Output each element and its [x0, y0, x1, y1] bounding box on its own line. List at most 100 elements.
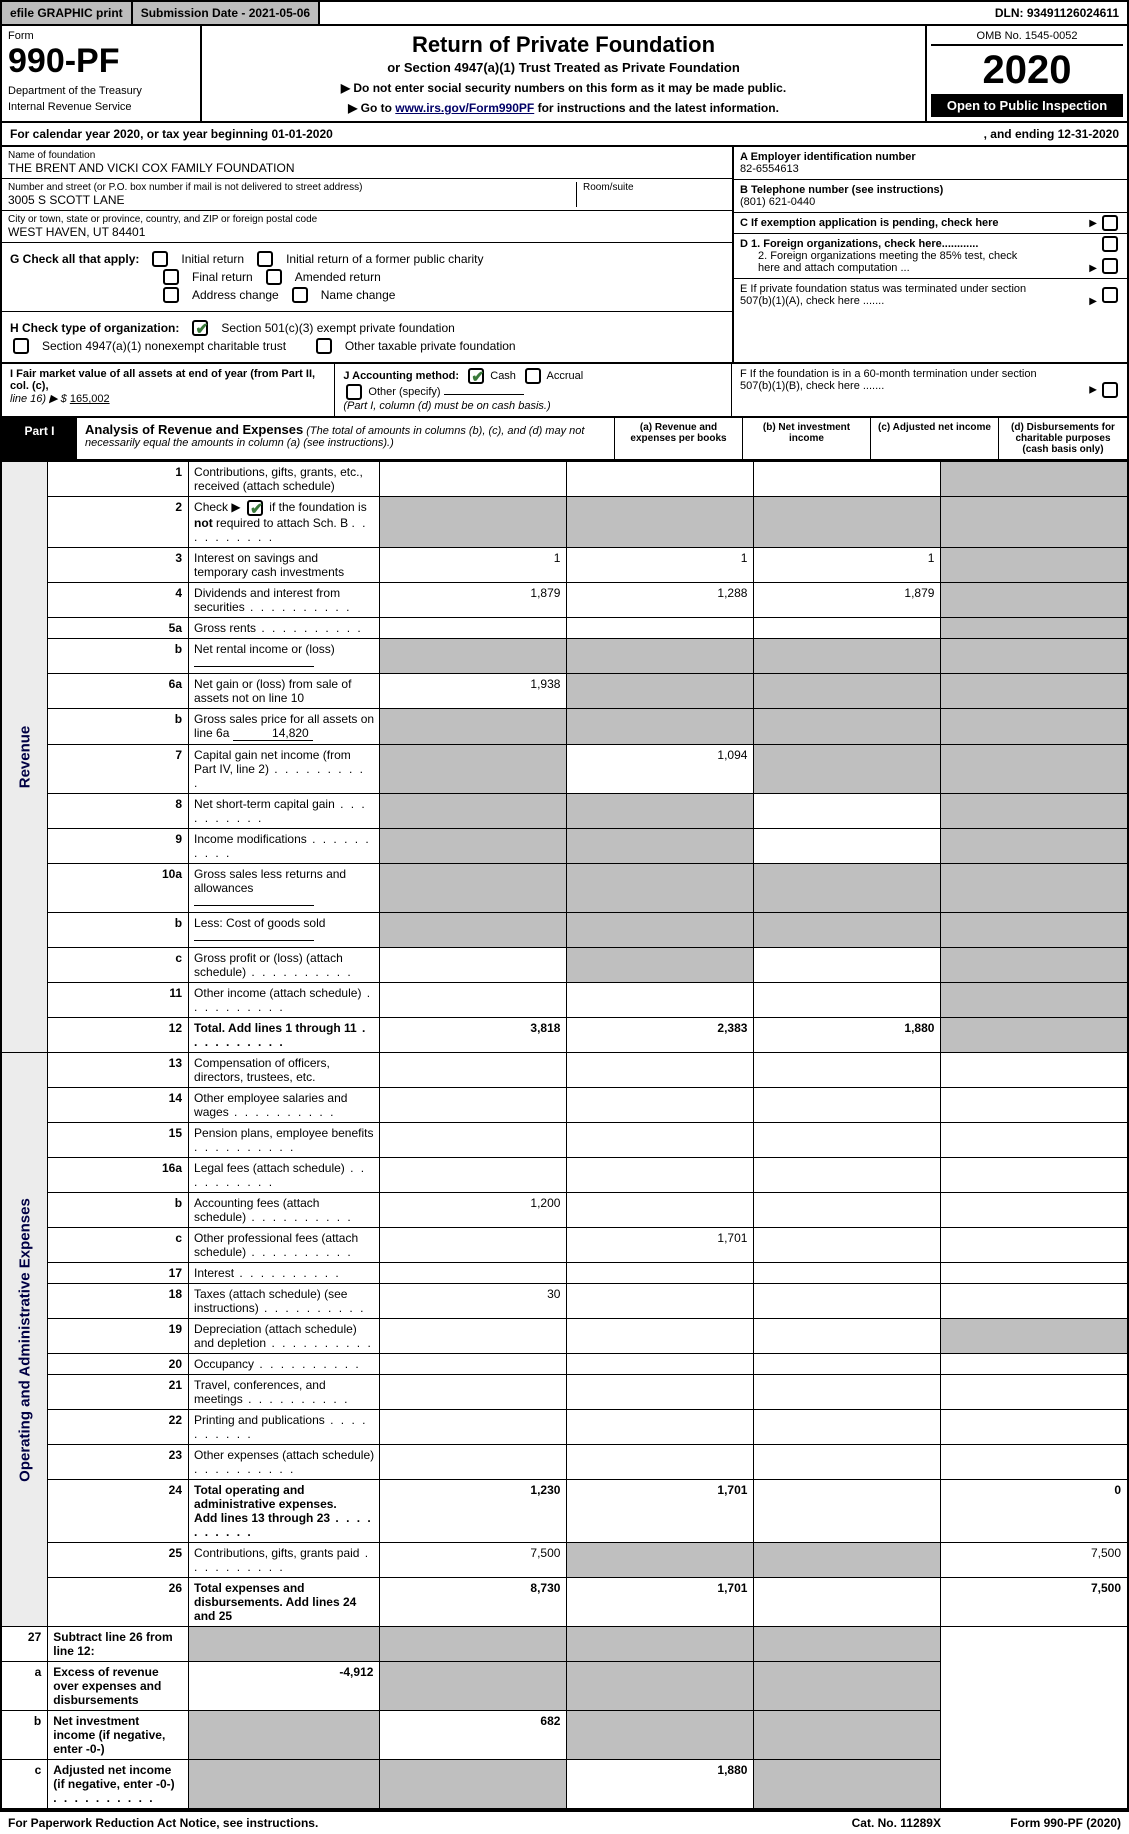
line-number: 2 [48, 497, 189, 548]
col-a-header: (a) Revenue and expenses per books [615, 418, 743, 459]
col-a-value [380, 639, 567, 674]
line-number: b [48, 639, 189, 674]
c-checkbox[interactable] [1102, 215, 1118, 231]
line-number: 3 [48, 548, 189, 583]
g-check-row: G Check all that apply: Initial return I… [2, 242, 732, 312]
line-desc: Total. Add lines 1 through 11 [189, 1018, 380, 1053]
col-b-value [567, 1445, 754, 1480]
col-c-value [754, 709, 941, 745]
col-c-value [754, 1578, 941, 1627]
d2-label: 2. Foreign organizations meeting the 85%… [740, 250, 1040, 274]
line-number: b [48, 1193, 189, 1228]
e-checkbox[interactable] [1102, 287, 1118, 303]
h-opt-2: Section 4947(a)(1) nonexempt charitable … [42, 339, 286, 353]
col-a-value [380, 709, 567, 745]
dept-irs: Internal Revenue Service [8, 101, 194, 113]
phone-row: B Telephone number (see instructions) (8… [734, 180, 1127, 213]
form-header: Form 990-PF Department of the Treasury I… [0, 26, 1129, 123]
col-a-value [380, 913, 567, 948]
col-b-value: 1,288 [567, 583, 754, 618]
col-b-value [567, 639, 754, 674]
col-d-value [941, 1193, 1128, 1228]
line-desc: Gross rents [189, 618, 380, 639]
line-number: 12 [48, 1018, 189, 1053]
amended-return-checkbox[interactable] [266, 269, 282, 285]
col-a-value [380, 1053, 567, 1088]
phone-value: (801) 621-0440 [740, 196, 815, 208]
initial-former-checkbox[interactable] [257, 251, 273, 267]
footer-cat: Cat. No. 11289X [852, 1816, 941, 1830]
fmv-amount: 165,002 [70, 393, 110, 405]
col-d-value [941, 913, 1128, 948]
line-desc: Total expenses and disbursements. Add li… [189, 1578, 380, 1627]
page-footer: For Paperwork Reduction Act Notice, see … [0, 1810, 1129, 1834]
line-desc: Pension plans, employee benefits [189, 1123, 380, 1158]
col-a-value [380, 618, 567, 639]
final-return-checkbox[interactable] [163, 269, 179, 285]
j-label: J Accounting method: [343, 370, 459, 382]
col-c-value [567, 1711, 754, 1760]
table-row: 11Other income (attach schedule) [1, 983, 1128, 1018]
part1-table: Revenue1Contributions, gifts, grants, et… [0, 461, 1129, 1810]
c-arrow-icon: ▶ [1089, 218, 1097, 229]
col-d-value: 0 [941, 1480, 1128, 1543]
col-d-value [941, 497, 1128, 548]
col-d-value [941, 1053, 1128, 1088]
irs-link[interactable]: www.irs.gov/Form990PF [395, 101, 534, 115]
line-number: 21 [48, 1375, 189, 1410]
col-c-value [754, 1543, 941, 1578]
i-line16: line 16) ▶ $ [10, 393, 67, 405]
col-b-value [567, 1193, 754, 1228]
h-check-row: H Check type of organization: Section 50… [2, 312, 732, 362]
line-desc: Gross sales price for all assets on line… [189, 709, 380, 745]
d1-checkbox[interactable] [1102, 236, 1118, 252]
other-taxable-checkbox[interactable] [316, 338, 332, 354]
other-method-checkbox[interactable] [346, 384, 362, 400]
line-desc: Excess of revenue over expenses and disb… [48, 1662, 189, 1711]
initial-return-checkbox[interactable] [152, 251, 168, 267]
address-change-checkbox[interactable] [163, 287, 179, 303]
omb-number: OMB No. 1545-0052 [931, 30, 1123, 46]
g-opt-1: Initial return of a former public charit… [286, 252, 483, 266]
name-change-checkbox[interactable] [292, 287, 308, 303]
line-desc: Capital gain net income (from Part IV, l… [189, 745, 380, 794]
col-b-value [567, 1088, 754, 1123]
line-desc: Travel, conferences, and meetings [189, 1375, 380, 1410]
line-desc: Net gain or (loss) from sale of assets n… [189, 674, 380, 709]
cash-checkbox[interactable] [468, 368, 484, 384]
footer-form: Form 990-PF (2020) [941, 1816, 1121, 1830]
line-desc: Income modifications [189, 829, 380, 864]
efile-button[interactable]: efile GRAPHIC print [2, 2, 133, 24]
501c3-checkbox[interactable] [192, 320, 208, 336]
col-b-value [567, 1319, 754, 1354]
table-row: 12Total. Add lines 1 through 113,8182,38… [1, 1018, 1128, 1053]
i-label: I Fair market value of all assets at end… [10, 368, 315, 392]
accrual-checkbox[interactable] [525, 368, 541, 384]
line-number: c [1, 1760, 48, 1810]
g-opt-5: Name change [321, 288, 396, 302]
4947-checkbox[interactable] [13, 338, 29, 354]
line-desc: Net short-term capital gain [189, 794, 380, 829]
col-a-value [380, 1263, 567, 1284]
addr-label: Number and street (or P.O. box number if… [8, 182, 576, 193]
line-number: 25 [48, 1543, 189, 1578]
expenses-side-label: Operating and Administrative Expenses [1, 1053, 48, 1627]
other-blank [444, 394, 524, 395]
col-d-value [941, 1284, 1128, 1319]
line-desc: Occupancy [189, 1354, 380, 1375]
table-row: 8Net short-term capital gain [1, 794, 1128, 829]
col-d-value [941, 1445, 1128, 1480]
f-checkbox[interactable] [1102, 382, 1118, 398]
col-b-value [567, 709, 754, 745]
header-left: Form 990-PF Department of the Treasury I… [2, 26, 202, 121]
col-c-value [754, 1123, 941, 1158]
col-b-value [567, 794, 754, 829]
col-c-value [754, 1445, 941, 1480]
d2-checkbox[interactable] [1102, 258, 1118, 274]
line-desc: Other professional fees (attach schedule… [189, 1228, 380, 1263]
col-b-value: 1,701 [567, 1578, 754, 1627]
line-number: 7 [48, 745, 189, 794]
line-desc: Other income (attach schedule) [189, 983, 380, 1018]
line-number: 23 [48, 1445, 189, 1480]
col-d-value [941, 1263, 1128, 1284]
